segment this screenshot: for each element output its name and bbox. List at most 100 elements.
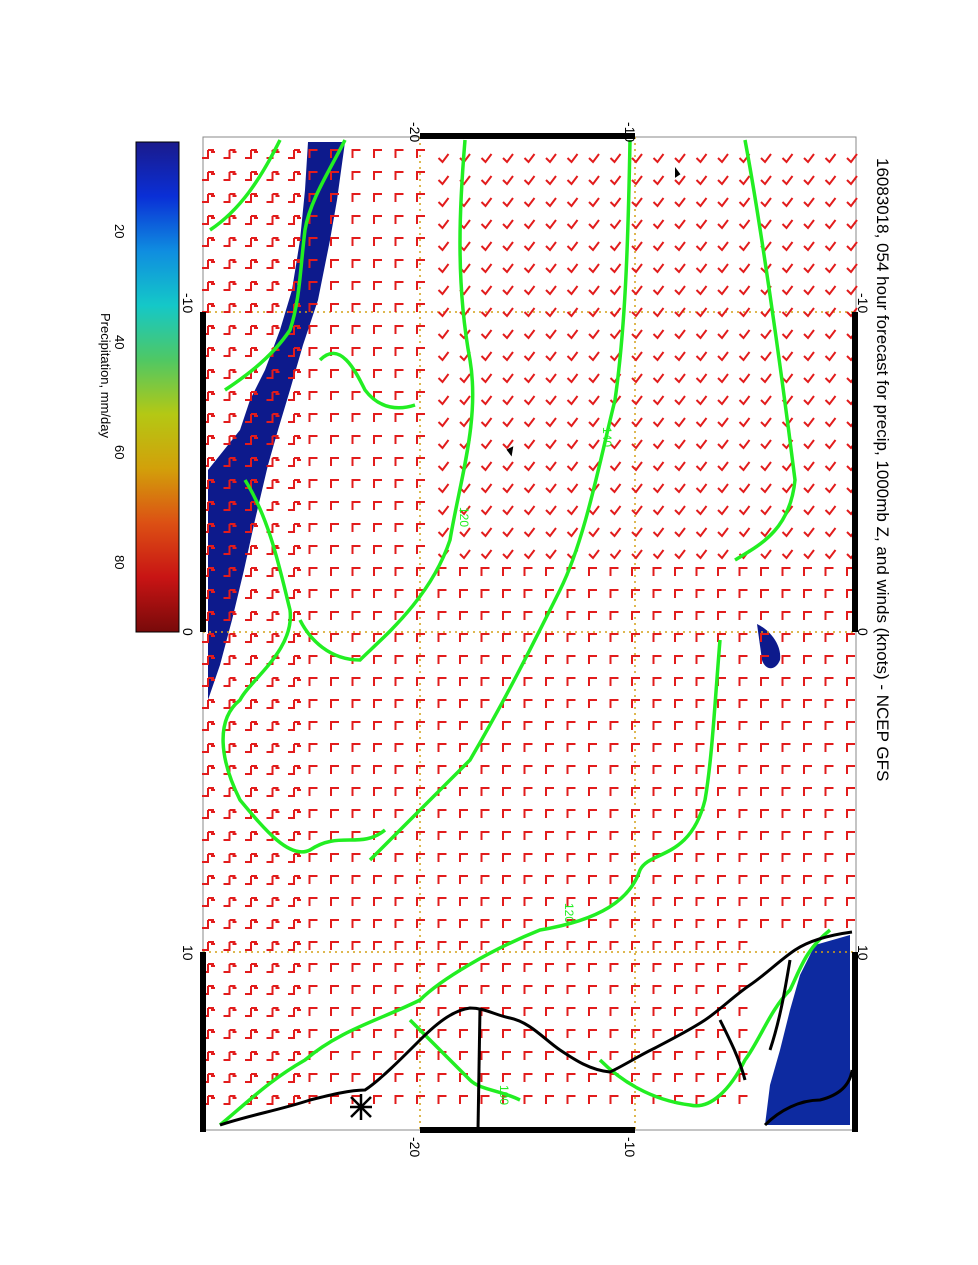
- wind-barb: [480, 919, 490, 928]
- inner-coast: [763, 1069, 854, 1127]
- wind-barb: [674, 1007, 683, 1016]
- wind-barb: [566, 351, 579, 362]
- wind-barb: [674, 307, 686, 318]
- wind-barb: [760, 721, 769, 730]
- wind-barb: [824, 897, 834, 906]
- wind-barb: [288, 897, 301, 907]
- wind-barb: [502, 963, 511, 972]
- wind-barb: [373, 545, 382, 554]
- wind-barb: [459, 853, 468, 862]
- wind-barb: [846, 853, 855, 862]
- wind-barb: [588, 329, 600, 340]
- wind-barb: [695, 831, 705, 840]
- wind-barb: [781, 677, 791, 686]
- wind-barb: [502, 329, 514, 340]
- wind-barb: [523, 809, 533, 818]
- right-tick-label: 10: [855, 945, 871, 961]
- wind-barb: [288, 699, 301, 709]
- wind-barb: [609, 285, 622, 296]
- wind-barb: [566, 1095, 576, 1104]
- wind-barb: [223, 985, 237, 995]
- wind-barb: [373, 941, 382, 950]
- wind-barb: [351, 611, 361, 620]
- wind-barb: [523, 351, 536, 362]
- wind-barb: [394, 985, 404, 994]
- wind-barb: [545, 1073, 554, 1082]
- wind-barb: [545, 417, 557, 428]
- wind-barb: [373, 479, 382, 488]
- wind-barb: [824, 721, 834, 730]
- wind-barb: [288, 369, 301, 379]
- wind-barb: [245, 413, 258, 423]
- wind-barb: [459, 831, 468, 840]
- wind-barb: [523, 329, 536, 340]
- wind-barb: [760, 765, 769, 774]
- wind-barb: [330, 281, 339, 290]
- wind-barb: [308, 985, 318, 994]
- wind-barb: [308, 677, 318, 686]
- wind-barb: [781, 373, 794, 384]
- wind-barb: [588, 1051, 597, 1060]
- wind-barb: [803, 153, 815, 164]
- wind-barb: [480, 853, 490, 862]
- wind-barb: [416, 259, 425, 268]
- wind-barb: [609, 853, 619, 862]
- wind-barb: [781, 307, 794, 318]
- wind-barb: [437, 395, 450, 406]
- wind-barb: [738, 809, 748, 818]
- wind-barb: [480, 373, 493, 384]
- wind-barb: [781, 589, 791, 598]
- wind-barb: [480, 875, 490, 884]
- wind-barb: [738, 677, 748, 686]
- wind-barb: [588, 787, 597, 796]
- wind-barb: [631, 197, 643, 208]
- wind-barb: [266, 1051, 280, 1061]
- wind-barb: [480, 655, 490, 664]
- wind-barb: [502, 527, 514, 538]
- wind-barb: [502, 655, 511, 664]
- wind-barb: [760, 743, 769, 752]
- wind-barb: [652, 787, 662, 796]
- wind-barb: [631, 263, 643, 274]
- wind-barb: [609, 787, 619, 796]
- wind-barb: [266, 325, 280, 335]
- wind-barb: [330, 523, 339, 532]
- wind-barb: [351, 215, 361, 224]
- wind-barb: [330, 1073, 339, 1082]
- wind-barb: [803, 787, 812, 796]
- wind-barb: [674, 655, 683, 664]
- wind-barb: [652, 417, 665, 428]
- wind-barb: [245, 1073, 258, 1083]
- wind-barb: [566, 263, 579, 274]
- wind-barb: [437, 1073, 447, 1082]
- wind-barb: [717, 1007, 726, 1016]
- contour-line: [734, 139, 797, 562]
- wind-barb: [738, 963, 748, 972]
- wind-barb: [631, 941, 640, 950]
- wind-barb: [824, 307, 837, 318]
- wind-barb: [631, 809, 640, 818]
- wind-barb: [266, 259, 280, 269]
- wind-barb: [523, 549, 536, 560]
- wind-barb: [824, 633, 834, 642]
- wind-barb: [674, 505, 686, 516]
- wind-barb: [523, 197, 536, 208]
- wind-barb: [652, 743, 662, 752]
- wind-barb: [566, 985, 576, 994]
- contour-line: [368, 139, 632, 862]
- wind-barb: [394, 875, 404, 884]
- wind-barb: [394, 941, 404, 950]
- wind-barb: [480, 395, 493, 406]
- wind-barb: [330, 237, 339, 246]
- wind-barb: [437, 527, 450, 538]
- wind-barb: [223, 963, 237, 973]
- bottom-tick-label: -20: [407, 1137, 423, 1157]
- wind-barb: [330, 611, 339, 620]
- wind-barb: [502, 897, 511, 906]
- wind-barb: [566, 743, 576, 752]
- wind-barb: [480, 527, 493, 538]
- wind-barb: [824, 417, 837, 428]
- wind-barb: [480, 1073, 490, 1082]
- wind-barb: [330, 413, 339, 422]
- wind-barb: [202, 281, 215, 291]
